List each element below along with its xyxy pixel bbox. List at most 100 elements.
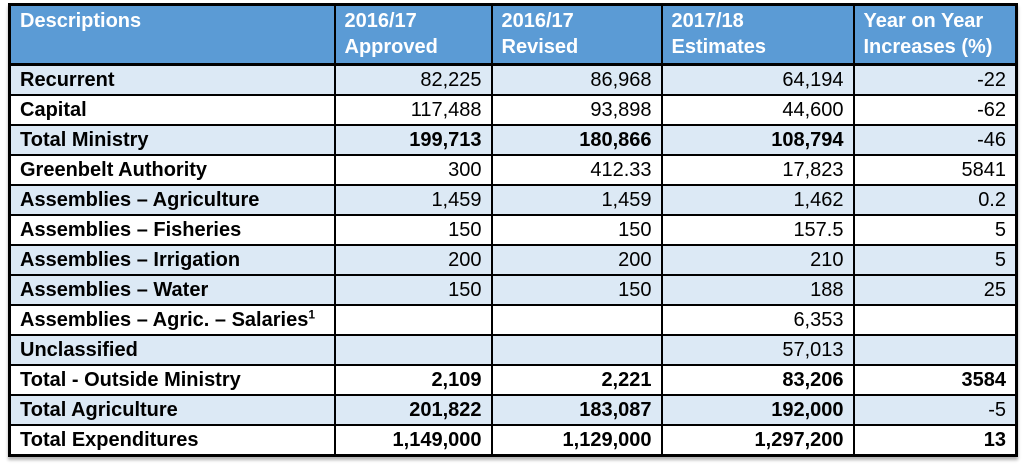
value-cell	[490, 304, 663, 336]
value-cell: 157.5	[660, 214, 855, 246]
value-cell: 83,206	[660, 364, 855, 396]
header-line-1: Year on Year	[863, 10, 984, 32]
value-cell: 199,713	[333, 124, 493, 156]
header-row: Descriptions 2016/17 Approved 2016/17 Re…	[8, 3, 1018, 66]
table-row-assemblies-agriculture: Assemblies – Agriculture 1,459 1,459 1,462 0…	[8, 184, 1018, 216]
value-cell: 150	[490, 274, 663, 306]
row-label-text: Capital	[20, 99, 87, 121]
table-row-total-ministry: Total Ministry 199,713 180,866 108,794 -46	[8, 124, 1018, 156]
value-cell: 5	[852, 244, 1018, 276]
column-header-2017-18-estimates: 2017/18 Estimates	[660, 3, 855, 66]
value-cell: 1,459	[490, 184, 663, 216]
table-row-total-expenditures: Total Expenditures 1,149,000 1,129,000 1,29…	[8, 424, 1018, 457]
value-cell: 1,297,200	[660, 424, 855, 457]
table-row-total-outside-ministry: Total - Outside Ministry 2,109 2,221 83,206…	[8, 364, 1018, 396]
value-cell: 57,013	[660, 334, 855, 366]
row-label: Recurrent	[8, 63, 336, 96]
table-row-assemblies-irrigation: Assemblies – Irrigation 200 200 210 5	[8, 244, 1018, 276]
value-cell: 300	[333, 154, 493, 186]
budget-table: Descriptions 2016/17 Approved 2016/17 Re…	[8, 3, 1018, 457]
row-label: Assemblies – Irrigation	[8, 244, 336, 276]
value-cell: 25	[852, 274, 1018, 306]
row-label: Assemblies – Agriculture	[8, 184, 336, 216]
value-cell	[490, 334, 663, 366]
row-label-text: Total - Outside Ministry	[20, 369, 241, 391]
table-row-capital: Capital 117,488 93,898 44,600 -62	[8, 94, 1018, 126]
value-cell: 1,129,000	[490, 424, 663, 457]
value-cell: 201,822	[333, 394, 493, 426]
value-cell: 192,000	[660, 394, 855, 426]
value-cell: 82,225	[333, 63, 493, 96]
value-cell: 93,898	[490, 94, 663, 126]
row-label-text: Assemblies – Agric. – Salaries	[20, 309, 309, 331]
value-cell: 5841	[852, 154, 1018, 186]
row-label: Total - Outside Ministry	[8, 364, 336, 396]
row-label: Assemblies – Fisheries	[8, 214, 336, 246]
value-cell: 180,866	[490, 124, 663, 156]
table-row-recurrent: Recurrent 82,225 86,968 64,194 -22	[8, 63, 1018, 96]
row-label-text: Total Agriculture	[20, 399, 178, 421]
column-header-2016-17-revised: 2016/17 Revised	[490, 3, 663, 66]
row-label: Unclassified	[8, 334, 336, 366]
value-cell: 13	[852, 424, 1018, 457]
value-cell	[852, 304, 1018, 336]
value-cell: 64,194	[660, 63, 855, 96]
value-cell: -5	[852, 394, 1018, 426]
column-header-2016-17-approved: 2016/17 Approved	[333, 3, 493, 66]
row-label: Assemblies – Water	[8, 274, 336, 306]
header-line-2: Revised	[501, 36, 579, 58]
row-label: Total Ministry	[8, 124, 336, 156]
value-cell: 1,149,000	[333, 424, 493, 457]
value-cell: 183,087	[490, 394, 663, 426]
value-cell	[333, 304, 493, 336]
value-cell: 0.2	[852, 184, 1018, 216]
value-cell: 5	[852, 214, 1018, 246]
column-header-descriptions: Descriptions	[8, 3, 336, 66]
value-cell: 200	[333, 244, 493, 276]
value-cell: 210	[660, 244, 855, 276]
table-row-assemblies-fisheries: Assemblies – Fisheries 150 150 157.5 5	[8, 214, 1018, 246]
header-line-1: 2016/17	[344, 10, 417, 32]
value-cell: 86,968	[490, 63, 663, 96]
value-cell: 6,353	[660, 304, 855, 336]
header-line-2: Increases (%)	[863, 36, 993, 58]
row-label: Total Agriculture	[8, 394, 336, 426]
value-cell: 200	[490, 244, 663, 276]
value-cell: 2,221	[490, 364, 663, 396]
value-cell: -46	[852, 124, 1018, 156]
row-label-text: Greenbelt Authority	[20, 159, 208, 181]
table-row-total-agriculture: Total Agriculture 201,822 183,087 192,000 -5	[8, 394, 1018, 426]
value-cell: 150	[333, 274, 493, 306]
row-label-text: Assemblies – Irrigation	[20, 249, 241, 271]
budget-table-container: Descriptions 2016/17 Approved 2016/17 Re…	[8, 3, 1018, 457]
value-cell: 1,459	[333, 184, 493, 216]
value-cell: 2,109	[333, 364, 493, 396]
column-header-year-on-year-increases: Year on Year Increases (%)	[852, 3, 1018, 66]
row-label-text: Total Ministry	[20, 129, 149, 151]
value-cell: 44,600	[660, 94, 855, 126]
value-cell: 188	[660, 274, 855, 306]
row-label-text: Unclassified	[20, 339, 138, 361]
value-cell: 108,794	[660, 124, 855, 156]
table-header: Descriptions 2016/17 Approved 2016/17 Re…	[8, 3, 1018, 66]
row-label: Total Expenditures	[8, 424, 336, 457]
table-body: Recurrent 82,225 86,968 64,194 -22 Capital 117…	[8, 63, 1018, 457]
value-cell: 412.33	[490, 154, 663, 186]
table-row-assemblies-agric-salaries: Assemblies – Agric. – Salaries1 6,353	[8, 304, 1018, 336]
value-cell: 17,823	[660, 154, 855, 186]
value-cell	[333, 334, 493, 366]
row-label-text: Assemblies – Water	[20, 279, 209, 301]
value-cell: 117,488	[333, 94, 493, 126]
row-label-text: Recurrent	[20, 69, 115, 91]
header-line-2: Estimates	[671, 36, 767, 58]
value-cell: 1,462	[660, 184, 855, 216]
table-row-assemblies-water: Assemblies – Water 150 150 188 25	[8, 274, 1018, 306]
footnote-marker: 1	[308, 307, 315, 322]
row-label-text: Assemblies – Fisheries	[20, 219, 242, 241]
header-line-1: Descriptions	[20, 10, 142, 32]
value-cell: -62	[852, 94, 1018, 126]
row-label: Greenbelt Authority	[8, 154, 336, 186]
value-cell: -22	[852, 63, 1018, 96]
value-cell	[852, 334, 1018, 366]
row-label: Assemblies – Agric. – Salaries1	[8, 304, 336, 336]
